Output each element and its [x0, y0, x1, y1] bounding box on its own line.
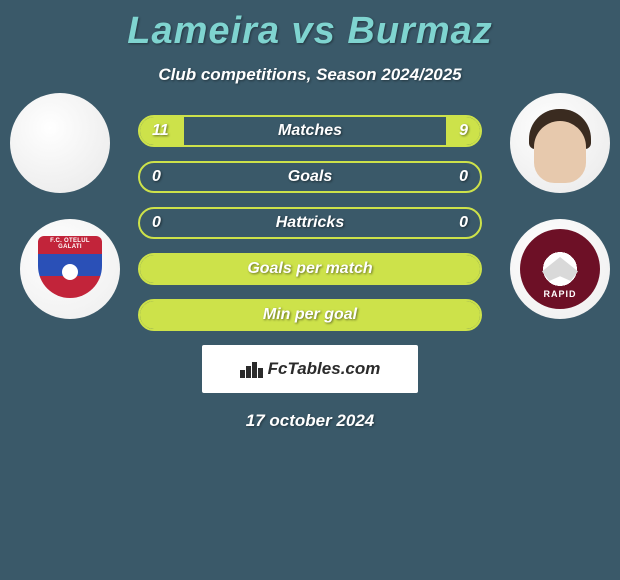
eagle-icon — [542, 257, 578, 281]
bar-value-left: 11 — [152, 117, 169, 145]
bar-label: Hattricks — [140, 209, 480, 237]
bar-label: Goals per match — [140, 255, 480, 283]
stats-bars: Matches119Goals00Hattricks00Goals per ma… — [138, 115, 482, 331]
stat-bar: Hattricks0 0 — [138, 207, 482, 239]
subtitle: Club competitions, Season 2024/2025 — [0, 65, 620, 85]
bar-chart-icon — [240, 360, 262, 378]
crest-rapid-label: RAPID — [520, 289, 600, 299]
crest-shield-icon: F.C. OTELUL GALATI — [38, 236, 102, 302]
bar-value-left: 0 — [152, 163, 161, 191]
club-badge-right: RAPID — [510, 219, 610, 319]
bar-value-right: 0 — [459, 163, 468, 191]
crest-rapid-icon: RAPID — [520, 229, 600, 309]
club-badge-left: F.C. OTELUL GALATI — [20, 219, 120, 319]
stat-bar: Goals per match — [138, 253, 482, 285]
crest-text: F.C. OTELUL GALATI — [38, 238, 102, 250]
bar-value-right: 9 — [459, 117, 468, 145]
bar-value-left: 0 — [152, 209, 161, 237]
watermark-text: FcTables.com — [268, 359, 381, 379]
player-avatar-right — [510, 93, 610, 193]
avatar-face — [534, 121, 586, 183]
stat-bar: Goals0 0 — [138, 161, 482, 193]
bar-label: Matches — [140, 117, 480, 145]
date-label: 17 october 2024 — [0, 411, 620, 431]
page-title: Lameira vs Burmaz — [0, 0, 620, 53]
crest-ball-icon — [62, 264, 78, 280]
bar-label: Goals — [140, 163, 480, 191]
player-avatar-left — [10, 93, 110, 193]
watermark: FcTables.com — [202, 345, 418, 393]
stat-bar: Matches11 9 — [138, 115, 482, 147]
bar-label: Min per goal — [140, 301, 480, 329]
comparison-arena: F.C. OTELUL GALATI RAPID Matches11 9 Goals… — [0, 115, 620, 431]
stat-bar: Min per goal — [138, 299, 482, 331]
bar-value-right: 0 — [459, 209, 468, 237]
